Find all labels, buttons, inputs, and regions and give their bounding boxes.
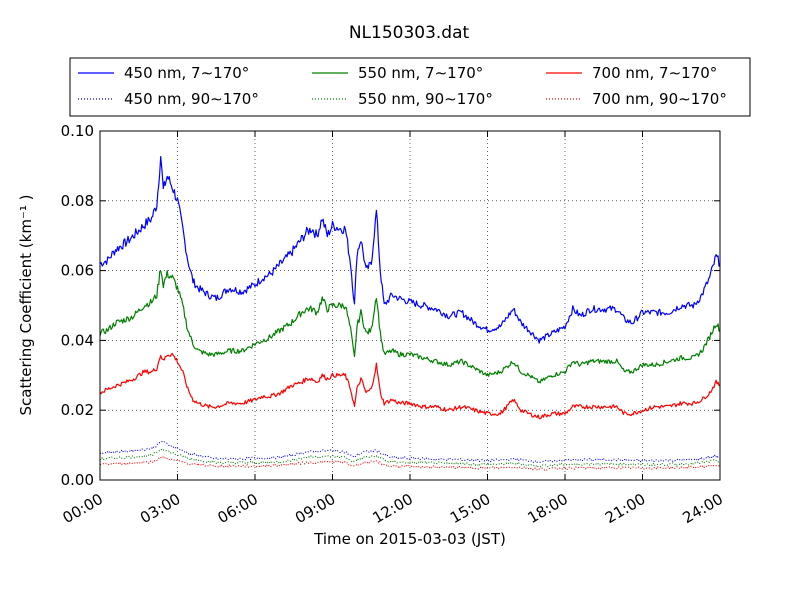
legend-label: 550 nm, 90∼170°: [358, 90, 493, 108]
legend-label: 550 nm, 7∼170°: [358, 64, 483, 82]
y-tick-label: 0.06: [61, 262, 94, 280]
legend: 450 nm, 7∼170° 550 nm, 7∼170° 700 nm, 7∼17…: [78, 64, 727, 108]
legend-label: 700 nm, 7∼170°: [592, 64, 717, 82]
y-tick-label: 0.02: [61, 401, 94, 419]
x-tick-label: 18:00: [525, 490, 571, 527]
series-line-5: [99, 448, 721, 468]
grid: [100, 131, 720, 480]
chart-title: NL150303.dat: [349, 23, 470, 43]
x-axis-label: Time on 2015-03-03 (JST): [313, 530, 506, 548]
y-tick-label: 0.08: [61, 192, 94, 210]
x-tick-label: 03:00: [137, 490, 183, 527]
plot-lines: [99, 156, 721, 471]
x-tick-label: 21:00: [602, 490, 648, 527]
x-tick-label: 06:00: [215, 490, 261, 527]
series-line-4: [99, 440, 721, 463]
legend-box: [69, 57, 751, 117]
y-tick-label: 0.10: [61, 122, 94, 140]
x-tick-label: 12:00: [370, 490, 416, 527]
y-tick-label: 0.00: [61, 471, 94, 489]
x-tick-label: 09:00: [292, 490, 338, 527]
series-line-6: [100, 455, 721, 471]
legend-label: 450 nm, 90∼170°: [124, 90, 259, 108]
series-line-3: [99, 352, 721, 420]
series-line-2: [99, 270, 721, 384]
x-tick-label: 15:00: [447, 490, 493, 527]
y-tick-label: 0.04: [61, 331, 94, 349]
legend-label: 450 nm, 7∼170°: [124, 64, 249, 82]
x-tick-label: 00:00: [60, 490, 106, 527]
legend-label: 700 nm, 90∼170°: [592, 90, 727, 108]
x-tick-label: 24:00: [680, 490, 726, 527]
y-axis-label: Scattering Coefficient (km⁻¹ ): [17, 195, 35, 416]
series-line-1: [99, 156, 721, 344]
